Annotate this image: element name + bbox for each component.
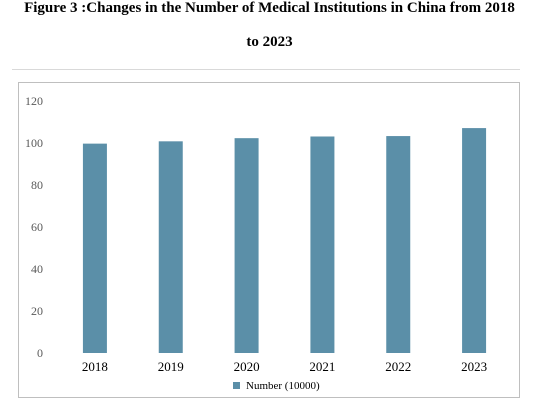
y-tick-label: 120: [25, 94, 43, 108]
legend: Number (10000): [233, 380, 320, 392]
bars: [82, 128, 487, 353]
x-tick-label: 2022: [385, 359, 411, 374]
bar-2018: [82, 143, 107, 353]
x-tick-label: 2019: [158, 359, 184, 374]
x-tick-label: 2018: [82, 359, 108, 374]
x-tick-label: 2023: [461, 359, 487, 374]
bar-2022: [386, 136, 411, 353]
legend-swatch: [233, 382, 240, 389]
top-divider: [12, 69, 520, 70]
y-tick-label: 80: [31, 178, 43, 192]
y-axis: 0 20 40 60 80 100 120: [25, 94, 43, 360]
chart-title-line-2: to 2023: [246, 34, 293, 50]
bar-2019: [158, 141, 183, 353]
y-tick-label: 0: [37, 346, 43, 360]
bar-2023: [462, 128, 487, 353]
y-tick-label: 40: [31, 262, 43, 276]
bar-2021: [310, 136, 335, 353]
x-tick-label: 2020: [234, 359, 260, 374]
y-tick-label: 60: [31, 220, 43, 234]
y-tick-label: 100: [25, 136, 43, 150]
y-tick-label: 20: [31, 304, 43, 318]
bar-2020: [234, 138, 259, 353]
x-axis: 2018 2019 2020 2021 2022 2023: [82, 359, 487, 374]
chart-frame: [18, 82, 520, 398]
chart-title-line-1: Figure 3 :Changes in the Number of Medic…: [24, 0, 515, 16]
x-tick-label: 2021: [309, 359, 335, 374]
legend-label: Number (10000): [246, 380, 320, 392]
